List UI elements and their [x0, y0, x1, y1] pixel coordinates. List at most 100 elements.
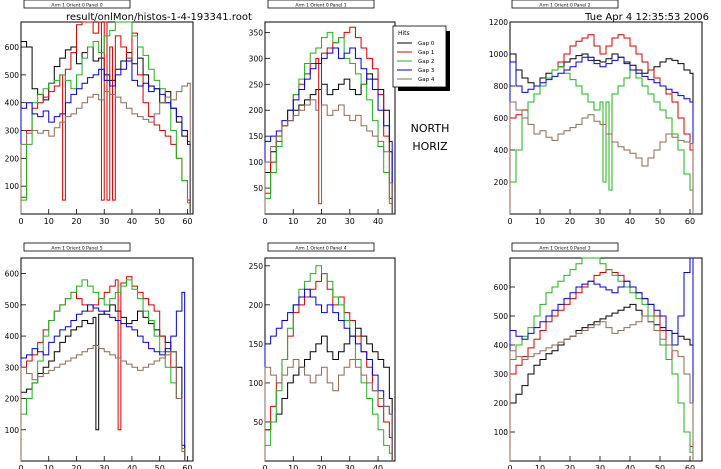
panel-title: Arm 1 Orient 0 Panel 0 — [51, 3, 102, 9]
x-tick-label: 20 — [71, 217, 81, 226]
histogram-panel: Arm 1 Orient 0 Panel 0 0 10 20 30 40 50 60 100 20… — [5, 0, 194, 226]
panel-title: Arm 1 Orient 0 Panel 5 — [51, 246, 102, 252]
legend-entry: Gap 4 — [418, 77, 435, 83]
annotation-horiz: HORIZ — [412, 140, 448, 153]
plot-frame — [264, 21, 396, 215]
histogram-series — [20, 21, 191, 214]
x-tick-label: 0 — [507, 217, 512, 226]
y-tick-label: 50 — [253, 418, 263, 427]
x-tick-label: 20 — [565, 464, 575, 469]
y-tick-label: 300 — [5, 363, 20, 372]
y-tick-label: 150 — [249, 132, 264, 141]
histogram-series — [20, 291, 186, 461]
x-tick-label: 0 — [18, 217, 23, 226]
histogram-series — [509, 66, 694, 214]
x-tick-label: 10 — [288, 217, 298, 226]
y-tick-label: 100 — [5, 426, 20, 435]
x-tick-label: 0 — [262, 464, 267, 469]
annotation-north: NORTH — [411, 122, 450, 135]
x-tick-label: 20 — [316, 217, 326, 226]
histogram-series — [20, 276, 186, 461]
panel-title-box — [511, 0, 619, 9]
y-tick-label: 50 — [253, 184, 263, 193]
y-tick-label: 1000 — [489, 50, 508, 59]
x-tick-label: 40 — [373, 464, 383, 469]
y-tick-label: 200 — [249, 106, 264, 115]
x-tick-label: 40 — [127, 464, 137, 469]
x-tick-label: 30 — [99, 217, 109, 226]
histogram-series — [509, 315, 694, 461]
plot-frame — [20, 257, 194, 462]
y-tick-label: 100 — [5, 182, 20, 191]
x-tick-label: 50 — [155, 464, 165, 469]
y-tick-label: 500 — [5, 71, 20, 80]
histogram-panel: Arm 1 Orient 0 Panel 3 0 10 20 30 40 50 60 100 20… — [494, 242, 703, 469]
legend: Hits Gap 0 Gap 1 Gap 2 Gap 3 Gap 4 — [392, 25, 450, 91]
histogram-series — [509, 257, 694, 461]
x-tick-label: 20 — [71, 464, 81, 469]
x-tick-label: 10 — [288, 464, 298, 469]
histogram-series — [264, 31, 393, 214]
x-tick-label: 30 — [345, 464, 355, 469]
x-tick-label: 60 — [182, 217, 192, 226]
y-tick-label: 600 — [5, 270, 20, 279]
y-tick-label: 800 — [494, 82, 509, 91]
x-tick-label: 0 — [262, 217, 267, 226]
histogram-panel: Arm 1 Orient 0 Panel 5 0 10 20 30 40 50 60 100 20… — [5, 242, 194, 469]
x-tick-label: 0 — [18, 464, 23, 469]
x-tick-label: 10 — [535, 217, 545, 226]
y-tick-label: 250 — [249, 80, 264, 89]
y-tick-label: 250 — [249, 262, 264, 271]
x-tick-label: 30 — [595, 464, 605, 469]
y-tick-label: 200 — [494, 399, 509, 408]
y-tick-label: 300 — [494, 370, 509, 379]
y-tick-label: 150 — [249, 340, 264, 349]
y-tick-label: 100 — [249, 158, 264, 167]
panel-title-box — [267, 242, 375, 252]
x-tick-label: 50 — [155, 217, 165, 226]
histogram-series — [20, 344, 186, 461]
histogram-series — [264, 47, 393, 214]
histogram-series — [20, 40, 191, 214]
x-tick-label: 20 — [316, 464, 326, 469]
x-tick-label: 20 — [565, 217, 575, 226]
histogram-series — [509, 269, 694, 461]
histogram-series — [264, 265, 393, 461]
histogram-series — [264, 327, 393, 461]
y-tick-label: 400 — [494, 146, 509, 155]
panel-title-box — [511, 242, 619, 252]
y-tick-label: 500 — [494, 312, 509, 321]
histogram-series — [264, 359, 393, 461]
y-tick-label: 300 — [5, 127, 20, 136]
x-tick-label: 0 — [507, 464, 512, 469]
legend-title: Hits — [398, 30, 410, 37]
histogram-series — [20, 82, 191, 214]
y-tick-label: 200 — [5, 154, 20, 163]
histogram-series — [20, 21, 191, 214]
panel-title-box — [23, 242, 131, 252]
histogram-series — [264, 273, 393, 461]
legend-entry: Gap 3 — [418, 68, 435, 74]
histogram-series — [20, 60, 191, 214]
x-tick-label: 40 — [625, 464, 635, 469]
y-tick-label: 400 — [5, 332, 20, 341]
x-tick-label: 50 — [655, 464, 665, 469]
y-tick-label: 350 — [249, 28, 264, 37]
histogram-panel: Arm 1 Orient 0 Panel 4 0 10 20 30 40 50 100 150 2… — [249, 242, 396, 469]
legend-box — [392, 25, 447, 88]
x-tick-label: 30 — [345, 217, 355, 226]
y-tick-label: 200 — [249, 301, 264, 310]
x-tick-label: 10 — [44, 217, 54, 226]
y-tick-label: 200 — [494, 178, 509, 187]
panel-title: Arm 1 Orient 0 Panel 1 — [295, 3, 346, 9]
legend-entry: Gap 2 — [418, 59, 434, 65]
histogram-series — [264, 73, 393, 214]
y-tick-label: 1200 — [489, 18, 508, 27]
y-tick-label: 400 — [5, 99, 20, 108]
y-tick-label: 200 — [5, 395, 20, 404]
panel-title-box — [267, 0, 375, 9]
timestamp-label: Tue Apr 4 12:35:53 2006 — [585, 12, 709, 23]
histogram-series — [20, 279, 186, 461]
histogram-series — [509, 53, 694, 214]
